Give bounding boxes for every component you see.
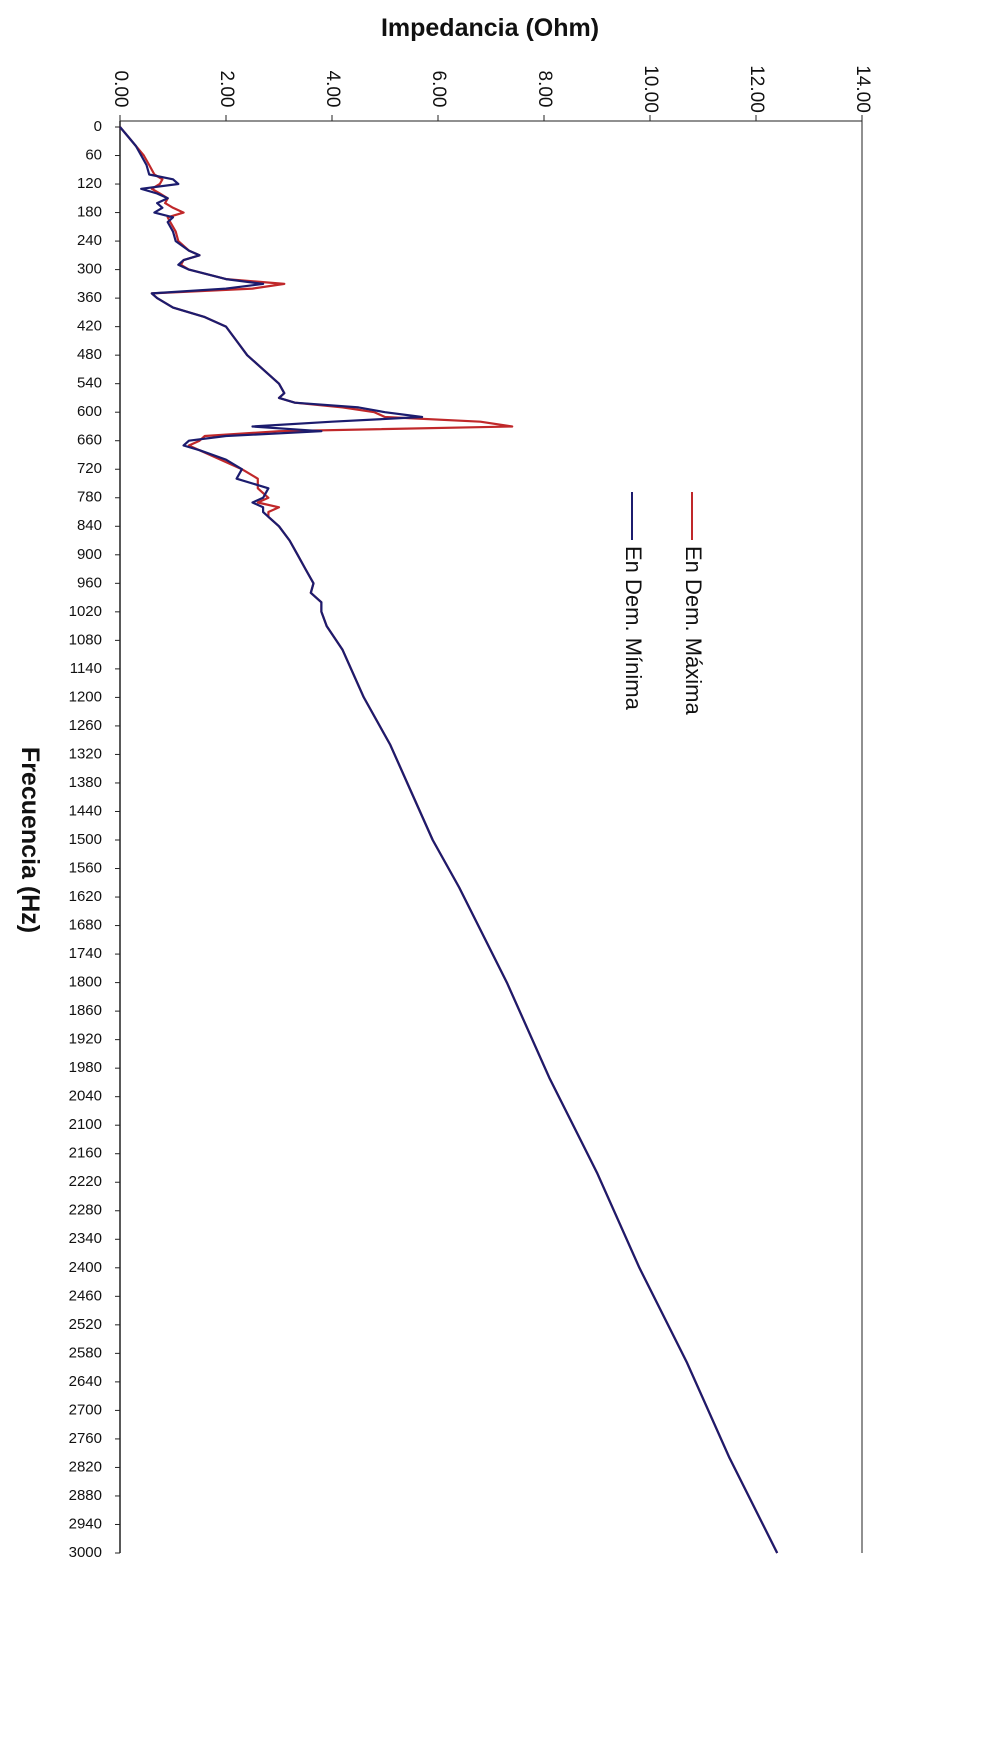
- x-tick-label: 1020: [69, 603, 102, 620]
- x-tick-label: 1800: [69, 974, 102, 991]
- x-tick-label: 300: [77, 261, 102, 278]
- x-tick-label: 2400: [69, 1259, 102, 1276]
- series-line: [119, 126, 779, 1554]
- x-tick-label: 60: [85, 146, 102, 163]
- y-tick-label: 0.00: [110, 71, 131, 108]
- x-tick-label: 1500: [69, 831, 102, 848]
- x-tick-label: 2160: [69, 1145, 102, 1162]
- y-tick-label: 2.00: [216, 71, 237, 108]
- x-tick-label: 1440: [69, 802, 102, 819]
- y-tick-label: 8.00: [534, 71, 555, 108]
- axis-title: Frecuencia (Hz): [16, 747, 44, 933]
- x-tick-label: 2100: [69, 1116, 102, 1133]
- x-tick-label: 2820: [69, 1458, 102, 1475]
- x-tick-label: 2700: [69, 1401, 102, 1418]
- y-tick-label: 4.00: [322, 71, 343, 108]
- x-tick-label: 2340: [69, 1230, 102, 1247]
- x-tick-label: 1920: [69, 1031, 102, 1048]
- x-tick-label: 2220: [69, 1173, 102, 1190]
- y-tick-label: 12.00: [746, 65, 767, 113]
- x-tick-label: 2940: [69, 1515, 102, 1532]
- x-tick-label: 900: [77, 546, 102, 563]
- x-tick-label: 240: [77, 232, 102, 249]
- x-tick-label: 3000: [69, 1544, 102, 1561]
- x-tick-label: 2460: [69, 1287, 102, 1304]
- x-tick-label: 720: [77, 460, 102, 477]
- legend-label: En Dem. Máxima: [681, 546, 706, 715]
- x-tick-label: 660: [77, 432, 102, 449]
- x-tick-label: 360: [77, 289, 102, 306]
- x-tick-label: 1680: [69, 917, 102, 934]
- x-tick-label: 420: [77, 318, 102, 335]
- x-tick-label: 180: [77, 204, 102, 221]
- x-tick-label: 1740: [69, 945, 102, 962]
- x-tick-label: 120: [77, 175, 102, 192]
- x-tick-label: 2040: [69, 1088, 102, 1105]
- x-tick-label: 2880: [69, 1487, 102, 1504]
- x-tick-label: 1140: [70, 660, 102, 677]
- legend-label: En Dem. Mínima: [621, 546, 646, 711]
- x-tick-label: 840: [77, 517, 102, 534]
- series-line: [119, 126, 779, 1554]
- x-tick-label: 2640: [69, 1373, 102, 1390]
- x-tick-label: 780: [77, 489, 102, 506]
- y-tick-label: 6.00: [428, 71, 449, 108]
- x-tick-label: 1620: [69, 888, 102, 905]
- chart-title: Impedancia (Ohm): [381, 14, 599, 42]
- x-tick-label: 1980: [69, 1059, 102, 1076]
- x-tick-label: 600: [77, 403, 102, 420]
- x-tick-label: 960: [77, 574, 102, 591]
- x-tick-label: 2520: [69, 1316, 102, 1333]
- x-tick-label: 2760: [69, 1430, 102, 1447]
- x-tick-label: 2280: [69, 1202, 102, 1219]
- x-tick-label: 480: [77, 346, 102, 363]
- x-tick-label: 1260: [69, 717, 102, 734]
- x-tick-label: 1080: [69, 631, 102, 648]
- x-tick-label: 1200: [69, 688, 102, 705]
- y-tick-label: 10.00: [640, 65, 661, 113]
- x-tick-label: 2580: [69, 1344, 102, 1361]
- x-tick-label: 0: [94, 118, 102, 135]
- x-tick-label: 1380: [69, 774, 102, 791]
- y-tick-label: 14.00: [852, 65, 873, 113]
- x-tick-label: 1560: [69, 859, 102, 876]
- x-tick-label: 1860: [69, 1002, 102, 1019]
- x-tick-label: 1320: [69, 745, 102, 762]
- x-tick-label: 540: [77, 375, 102, 392]
